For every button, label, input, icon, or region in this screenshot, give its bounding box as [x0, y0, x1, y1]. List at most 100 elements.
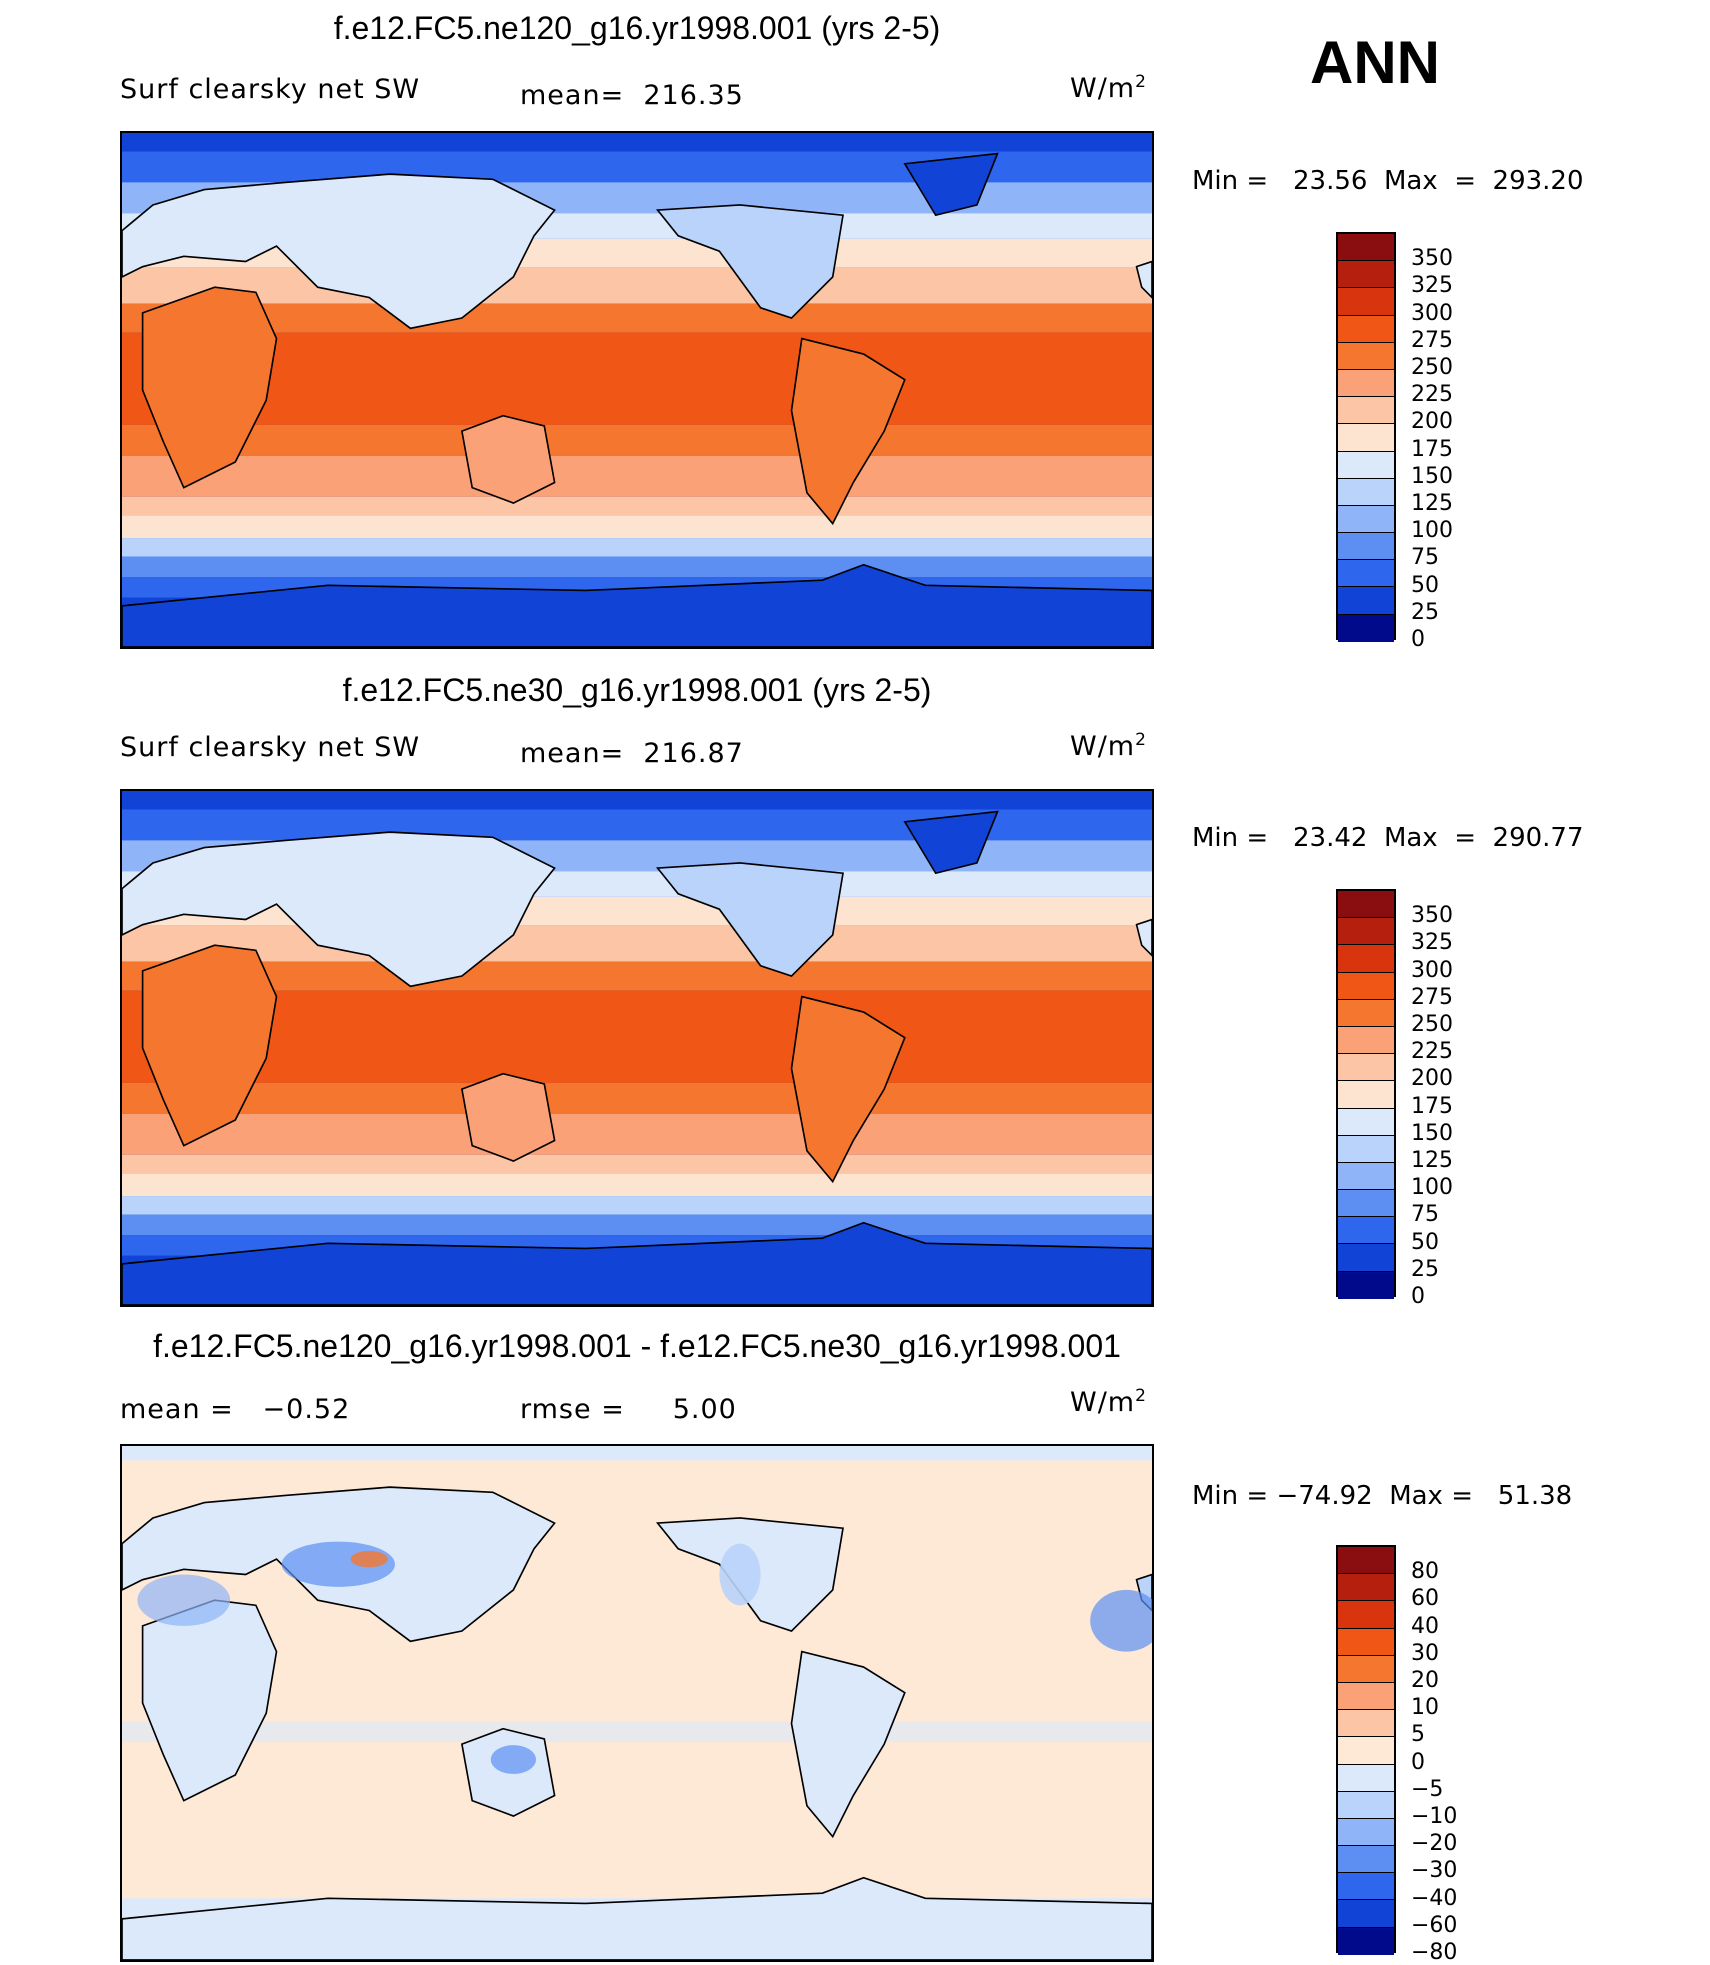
colorbar-tick-label: 275	[1411, 984, 1453, 1010]
colorbar-segment	[1338, 342, 1394, 370]
panel-2-colorbar	[1336, 889, 1396, 1299]
colorbar-tick-label: 100	[1411, 518, 1453, 544]
colorbar-tick-label: 25	[1411, 599, 1439, 625]
panel-3-mean-label: mean = −0.52	[120, 1394, 351, 1425]
panel-3-rmse-label: rmse = 5.00	[520, 1394, 737, 1425]
colorbar-tick-label: 225	[1411, 382, 1453, 408]
colorbar-segment	[1338, 1190, 1394, 1218]
panel-3-units: W/m2	[1070, 1386, 1147, 1418]
colorbar-segment	[1338, 369, 1394, 398]
colorbar-tick-label: 75	[1411, 1202, 1439, 1228]
colorbar-tick-label: 250	[1411, 355, 1453, 380]
colorbar-segment	[1338, 1108, 1394, 1136]
colorbar-tick-label: 80	[1411, 1559, 1439, 1585]
colorbar-tick-label: 0	[1411, 1284, 1425, 1309]
colorbar-tick-label: 300	[1411, 300, 1453, 326]
colorbar-tick-label: 50	[1411, 1229, 1439, 1255]
colorbar-segment	[1338, 315, 1394, 343]
colorbar-segment	[1338, 1217, 1394, 1245]
colorbar-tick-label: 175	[1411, 1093, 1453, 1119]
colorbar-segment	[1338, 1162, 1394, 1191]
colorbar-segment	[1338, 1244, 1394, 1272]
colorbar-tick-label: 5	[1411, 1722, 1425, 1748]
colorbar-segment	[1338, 424, 1394, 452]
colorbar-tick-label: 225	[1411, 1039, 1453, 1065]
colorbar-segment	[1338, 1655, 1394, 1683]
colorbar-tick-label: 0	[1411, 1749, 1425, 1775]
colorbar-segment	[1338, 1054, 1394, 1082]
colorbar-segment	[1338, 1927, 1394, 1955]
colorbar-tick-label: 50	[1411, 572, 1439, 598]
colorbar-tick-label: 150	[1411, 1120, 1453, 1146]
colorbar-tick-label: 100	[1411, 1175, 1453, 1201]
panel-2-mean-label: mean= 216.87	[520, 738, 744, 769]
colorbar-segment	[1338, 288, 1394, 316]
panel-2-map	[120, 789, 1154, 1307]
colorbar-segment	[1338, 560, 1394, 588]
colorbar-segment	[1338, 1628, 1394, 1656]
colorbar-tick-label: 250	[1411, 1012, 1453, 1037]
colorbar-tick-label: 0	[1411, 627, 1425, 652]
colorbar-segment	[1338, 1764, 1394, 1792]
colorbar-tick-label: 10	[1411, 1695, 1439, 1721]
colorbar-tick-label: 75	[1411, 545, 1439, 571]
colorbar-tick-label: −40	[1411, 1885, 1458, 1911]
colorbar-segment	[1338, 1873, 1394, 1901]
colorbar-segment	[1338, 1547, 1394, 1575]
colorbar-tick-label: −80	[1411, 1940, 1458, 1965]
panel-1-title: f.e12.FC5.ne120_g16.yr1998.001 (yrs 2-5)	[333, 10, 941, 46]
colorbar-segment	[1338, 533, 1394, 561]
panel-3-title: f.e12.FC5.ne120_g16.yr1998.001 - f.e12.F…	[153, 1328, 1121, 1364]
colorbar-segment	[1338, 1271, 1394, 1299]
colorbar-tick-label: −20	[1411, 1831, 1458, 1857]
colorbar-tick-label: −30	[1411, 1858, 1458, 1884]
panel-3-colorbar	[1336, 1545, 1396, 1955]
colorbar-tick-label: −10	[1411, 1804, 1458, 1829]
colorbar-segment	[1338, 234, 1394, 262]
colorbar-segment	[1338, 918, 1394, 946]
colorbar-segment	[1338, 261, 1394, 289]
colorbar-segment	[1338, 1682, 1394, 1711]
colorbar-segment	[1338, 999, 1394, 1027]
colorbar-segment	[1338, 478, 1394, 506]
colorbar-segment	[1338, 1818, 1394, 1847]
panel-1-map	[120, 131, 1154, 649]
colorbar-segment	[1338, 1081, 1394, 1109]
colorbar-segment	[1338, 587, 1394, 615]
colorbar-tick-label: 60	[1411, 1586, 1439, 1612]
colorbar-segment	[1338, 972, 1394, 1000]
colorbar-tick-label: 20	[1411, 1668, 1439, 1693]
panel-2-minmax: Min = 23.42 Max = 290.77	[1192, 823, 1584, 853]
colorbar-tick-label: 200	[1411, 1066, 1453, 1092]
colorbar-tick-label: 325	[1411, 273, 1453, 299]
colorbar-segment	[1338, 451, 1394, 479]
colorbar-segment	[1338, 1026, 1394, 1055]
colorbar-tick-label: 25	[1411, 1256, 1439, 1282]
colorbar-tick-label: 325	[1411, 930, 1453, 956]
colorbar-tick-label: 40	[1411, 1613, 1439, 1639]
colorbar-tick-label: 350	[1411, 903, 1453, 929]
panel-1-minmax: Min = 23.56 Max = 293.20	[1192, 166, 1584, 196]
colorbar-segment	[1338, 1574, 1394, 1602]
panel-2-units: W/m2	[1070, 730, 1147, 762]
colorbar-segment	[1338, 1791, 1394, 1819]
colorbar-segment	[1338, 1737, 1394, 1765]
colorbar-tick-label: −5	[1411, 1776, 1444, 1802]
colorbar-tick-label: 125	[1411, 491, 1453, 516]
panel-1-colorbar	[1336, 232, 1396, 642]
colorbar-segment	[1338, 1710, 1394, 1738]
colorbar-tick-label: 150	[1411, 463, 1453, 489]
colorbar-tick-label: 30	[1411, 1640, 1439, 1666]
colorbar-tick-label: 350	[1411, 246, 1453, 272]
colorbar-segment	[1338, 1900, 1394, 1928]
panel-1-mean-label: mean= 216.35	[520, 80, 744, 111]
colorbar-segment	[1338, 1846, 1394, 1874]
colorbar-tick-label: 125	[1411, 1148, 1453, 1173]
panel-2-map-svg	[122, 791, 1152, 1305]
season-label: ANN	[1310, 29, 1440, 96]
panel-2-title: f.e12.FC5.ne30_g16.yr1998.001 (yrs 2-5)	[342, 672, 932, 708]
colorbar-segment	[1338, 945, 1394, 973]
panel-1-map-svg	[122, 133, 1152, 647]
panel-3-map	[120, 1444, 1154, 1962]
panel-3-map-svg	[122, 1446, 1152, 1960]
